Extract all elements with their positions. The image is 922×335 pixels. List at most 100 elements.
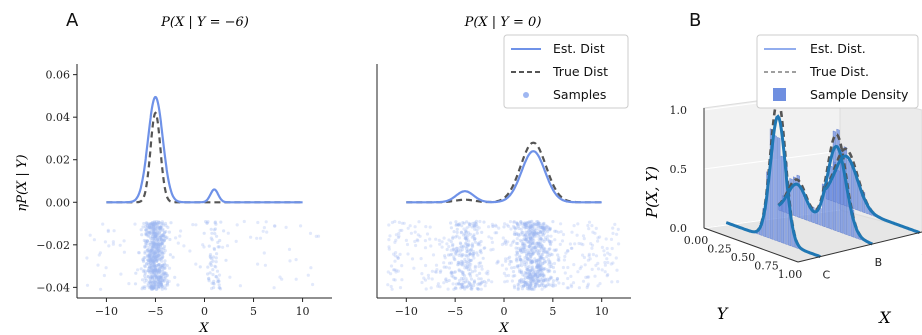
sample-point (409, 231, 413, 235)
sample-point (469, 282, 473, 286)
sample-point (526, 282, 530, 286)
sample-point (466, 253, 471, 257)
sample-point (530, 231, 535, 235)
sample-point (160, 242, 164, 246)
sample-point (144, 240, 148, 244)
sample-point (579, 265, 583, 269)
sample-point (535, 222, 539, 226)
sample-point (438, 270, 442, 274)
sample-point (152, 261, 156, 265)
sample-point (159, 225, 163, 229)
sample-point (535, 259, 539, 263)
sample-point (530, 285, 534, 289)
sample-point (146, 275, 150, 279)
sample-point (523, 226, 527, 230)
sample-point (463, 287, 467, 291)
sample-point (455, 249, 459, 253)
sample-point (518, 258, 522, 262)
sample-point (529, 254, 533, 259)
sample-point (148, 284, 152, 288)
y-tick-label-3d: 1.00 (778, 268, 803, 281)
sample-point (532, 232, 536, 236)
sample-point (536, 264, 540, 268)
sample-point (159, 222, 163, 226)
sample-point (158, 227, 162, 231)
sample-point (518, 257, 523, 262)
sample-point (539, 284, 544, 288)
sample-point (149, 259, 153, 263)
sample-point (491, 224, 495, 228)
sample-point (451, 275, 455, 279)
sample-point (468, 268, 472, 272)
sample-point (155, 270, 159, 274)
sample-point (176, 283, 180, 287)
sample-point (480, 267, 484, 271)
sample-point (154, 274, 158, 278)
sample-point (515, 250, 519, 254)
sample-point (148, 265, 152, 269)
sample-point (155, 259, 159, 263)
sample-point (163, 249, 167, 253)
y-tick-label: 0.04 (46, 111, 71, 124)
sample-point (581, 253, 585, 257)
sample-point (535, 264, 539, 269)
sample-point (528, 274, 532, 278)
sample-point (523, 270, 527, 275)
sample-point (506, 240, 510, 244)
sample-point (519, 249, 523, 253)
sample-point (536, 275, 540, 279)
sample-point (400, 278, 404, 282)
sample-point (202, 245, 206, 249)
sample-point (153, 242, 157, 246)
sample-point (463, 280, 468, 284)
sample-point (161, 233, 165, 237)
sample-point (151, 242, 155, 246)
sample-point (540, 244, 544, 249)
sample-point (159, 238, 163, 242)
sample-point (544, 284, 548, 288)
sample-point (154, 252, 158, 256)
sample-point (153, 283, 157, 287)
sample-point (470, 243, 474, 248)
sample-point (155, 247, 159, 251)
sample-point (544, 236, 548, 240)
sample-point (459, 230, 464, 234)
sample-point (160, 220, 164, 224)
sample-point (168, 253, 172, 257)
sample-point (529, 242, 533, 246)
sample-point (519, 246, 523, 250)
panel-letter-a: A (66, 10, 79, 31)
sample-point (529, 236, 533, 240)
sample-point (540, 268, 544, 272)
sample-point (157, 275, 161, 279)
sample-point (161, 254, 165, 258)
sample-point (153, 267, 158, 271)
sample-point (542, 231, 547, 235)
sample-point (145, 221, 149, 225)
sample-point (460, 263, 464, 267)
sample-point (152, 277, 156, 281)
sample-point (153, 273, 157, 277)
sample-point (212, 282, 216, 286)
sample-point (536, 274, 540, 279)
sample-point (147, 230, 151, 234)
sample-point (533, 230, 537, 234)
sample-point (527, 245, 531, 249)
sample-point (213, 232, 217, 236)
sample-point (153, 221, 157, 226)
sample-point (587, 227, 591, 231)
sample-point (491, 224, 495, 228)
sample-point (516, 224, 521, 228)
density-bar (818, 207, 822, 226)
sample-point (150, 254, 154, 259)
true-dist-curve-left (106, 111, 303, 204)
sample-point (153, 227, 157, 231)
sample-point (514, 241, 519, 245)
sample-point (155, 263, 159, 268)
sample-point (478, 261, 483, 265)
sample-point (529, 283, 533, 287)
sample-point (153, 272, 157, 276)
sample-point (533, 282, 537, 286)
sample-point (151, 237, 155, 241)
sample-point (522, 234, 527, 238)
